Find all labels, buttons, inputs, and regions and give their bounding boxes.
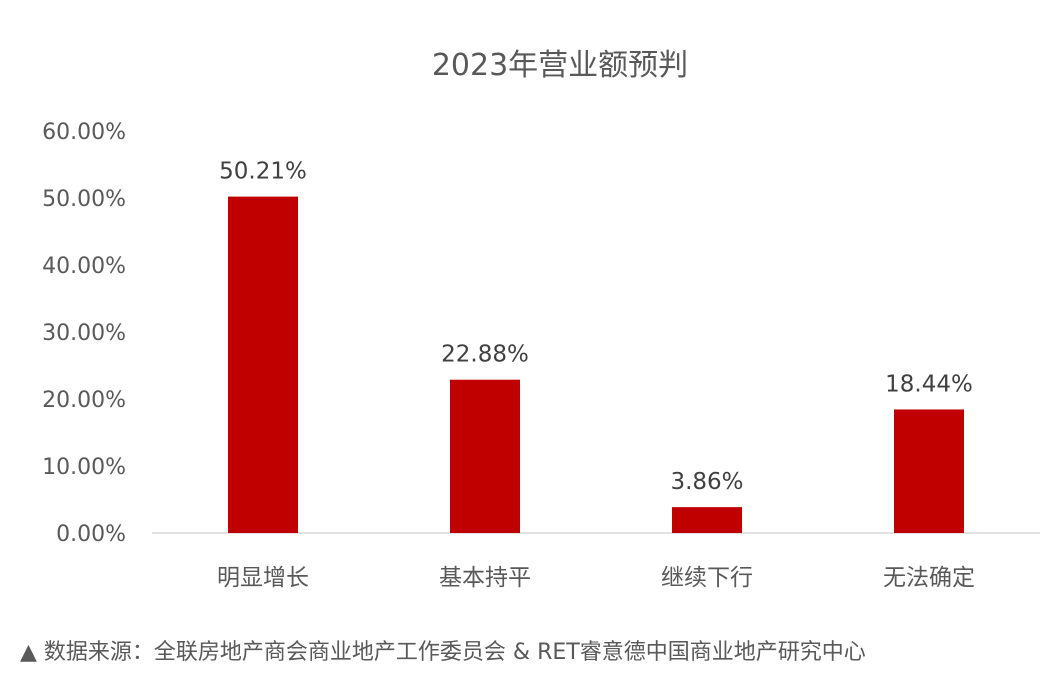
chart: 2023年营业额预判 0.00% 10.00% 20.00% 30.00% 40.00% 5… — [42, 48, 1040, 591]
data-label: 22.88% — [441, 342, 529, 368]
bar — [894, 409, 964, 533]
triangle-icon: ▲ — [20, 640, 37, 665]
category-label: 无法确定 — [883, 565, 975, 591]
y-tick-label: 40.00% — [42, 254, 126, 279]
y-tick-label: 20.00% — [42, 388, 126, 413]
category-label: 基本持平 — [439, 565, 531, 591]
y-tick-label: 60.00% — [42, 120, 126, 145]
data-label: 18.44% — [885, 371, 973, 397]
category-label: 继续下行 — [661, 565, 753, 591]
data-label: 3.86% — [670, 469, 743, 495]
y-tick-label: 10.00% — [42, 455, 126, 480]
category-label: 明显增长 — [217, 565, 309, 591]
bar — [228, 196, 298, 533]
chart-title: 2023年营业额预判 — [432, 48, 688, 83]
y-tick-label: 0.00% — [56, 522, 126, 547]
bar — [450, 379, 520, 533]
y-tick-label: 50.00% — [42, 187, 126, 212]
data-label: 50.21% — [219, 159, 307, 185]
bar — [672, 507, 742, 533]
y-tick-label: 30.00% — [42, 321, 126, 346]
source-text: 数据来源：全联房地产商会商业地产工作委员会 & RET睿意德中国商业地产研究中心 — [43, 640, 866, 665]
source-note: ▲ 数据来源：全联房地产商会商业地产工作委员会 & RET睿意德中国商业地产研究… — [20, 634, 866, 666]
bar-chart: 2023年营业额预判 0.00% 10.00% 20.00% 30.00% 40.00% 5… — [42, 48, 1040, 591]
